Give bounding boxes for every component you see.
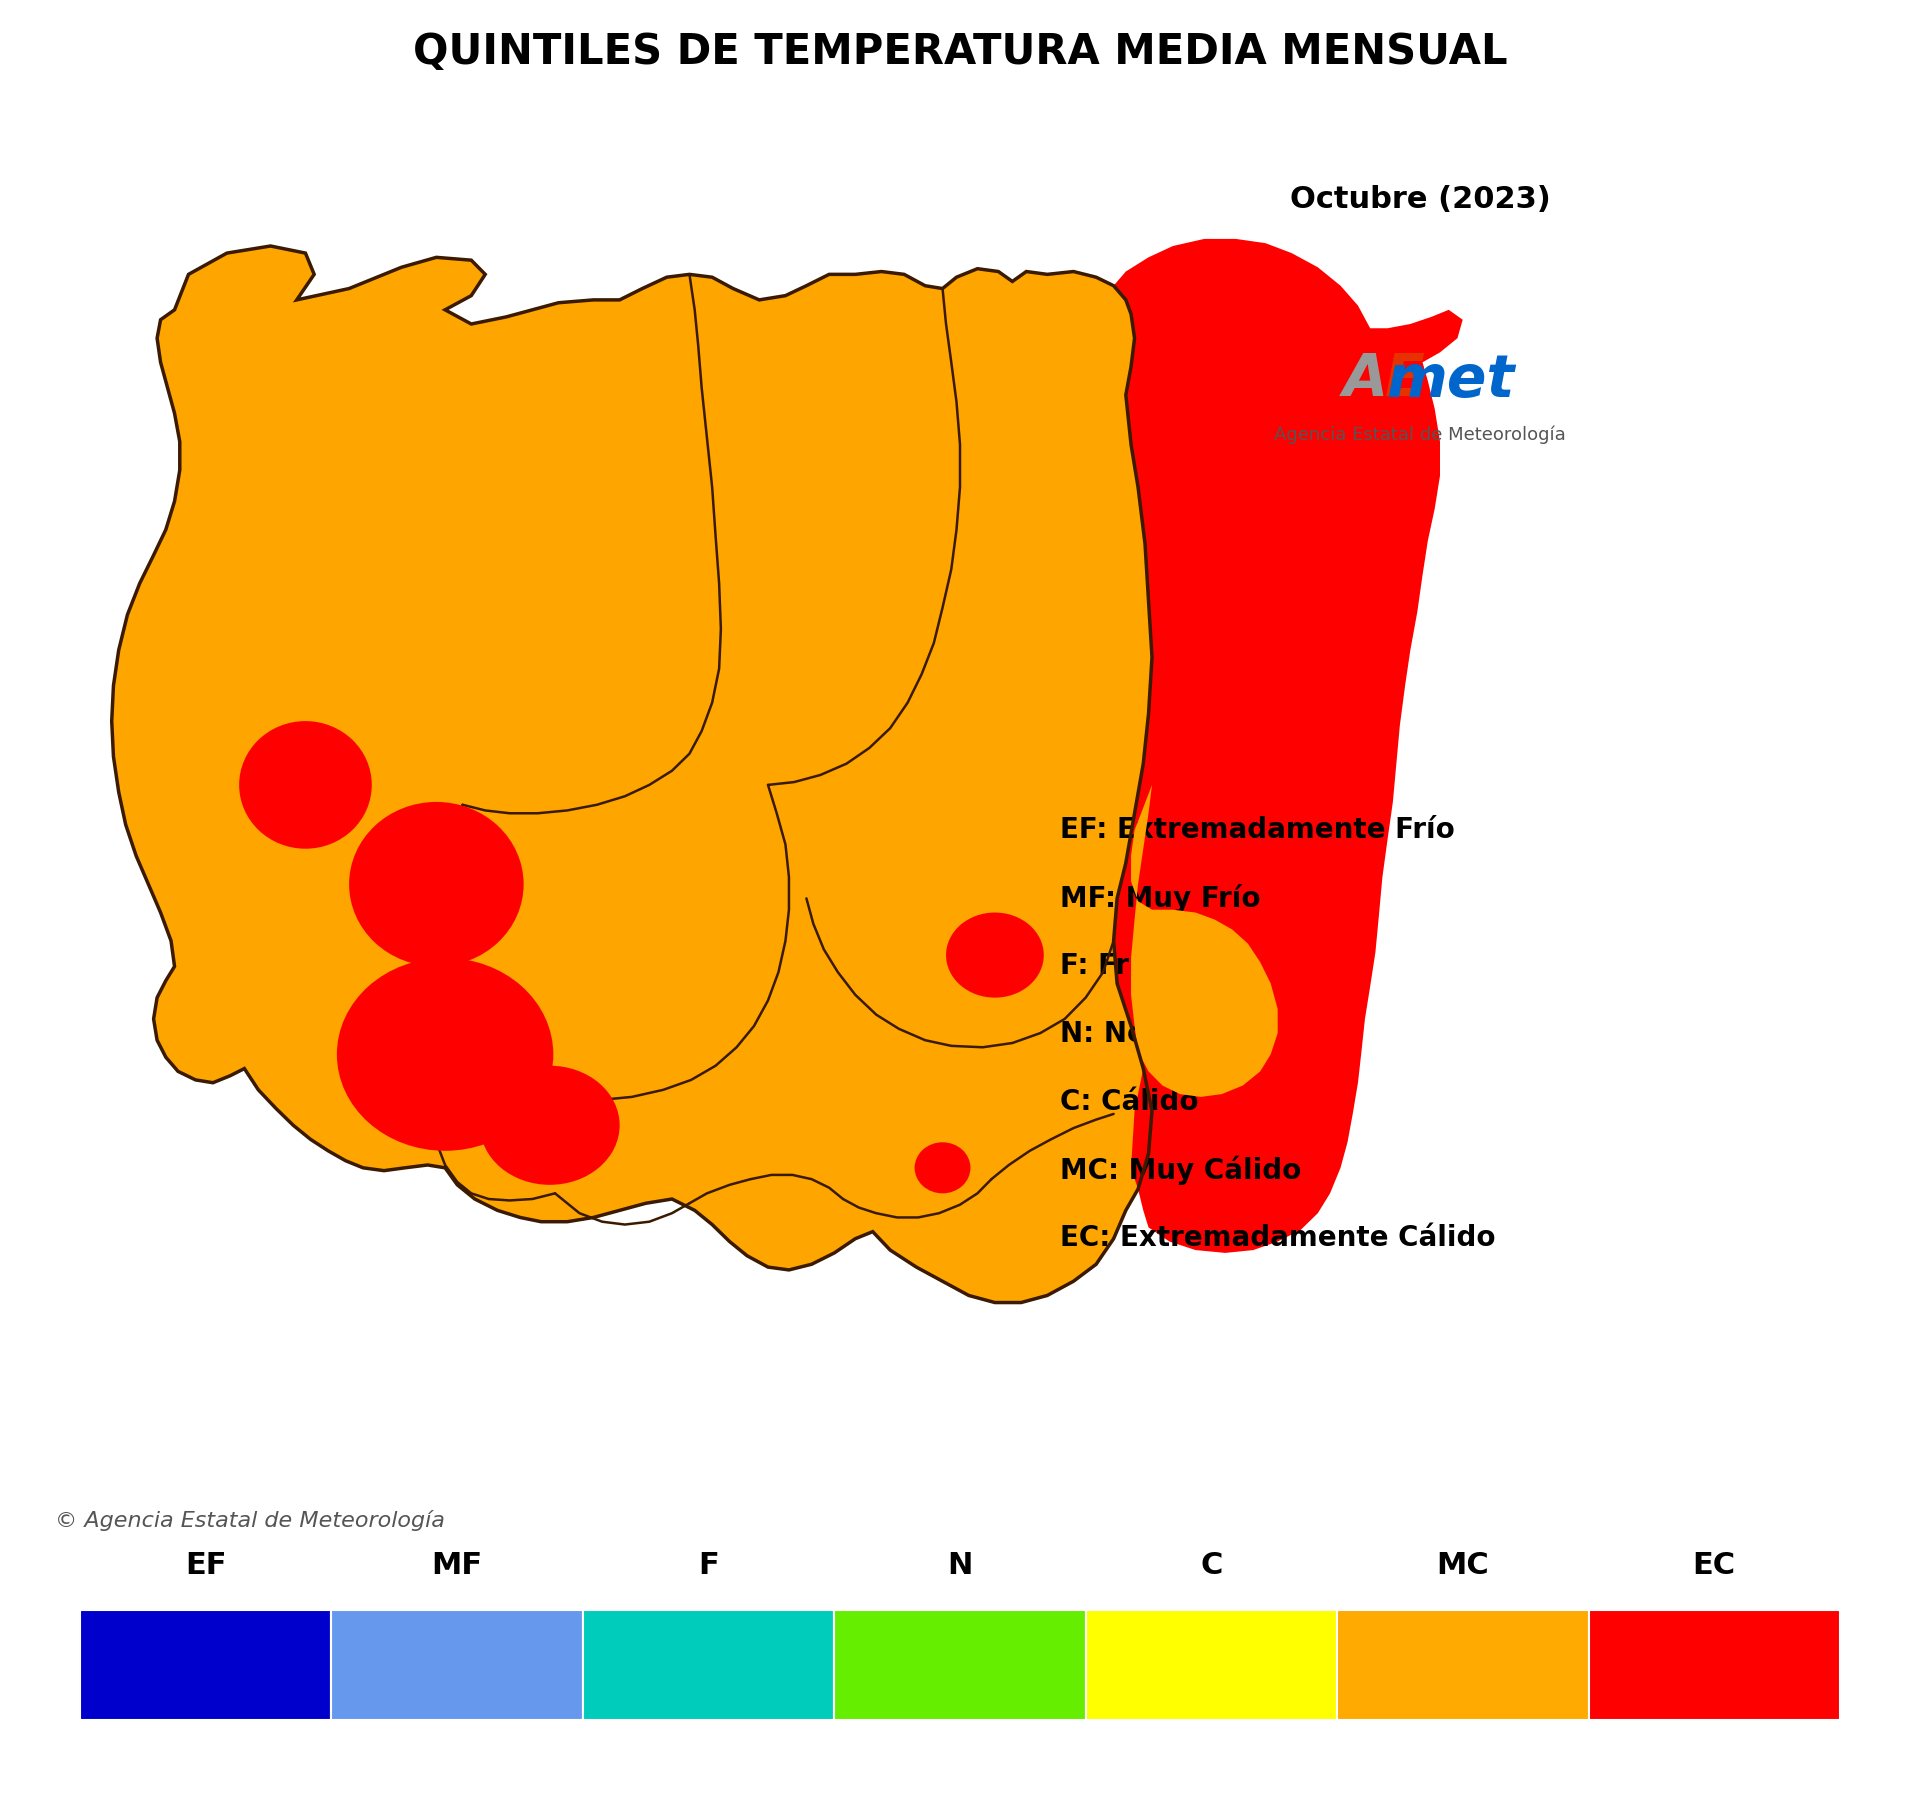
Text: F: Frío: F: Frío bbox=[1060, 953, 1158, 980]
Text: QUINTILES DE TEMPERATURA MEDIA MENSUAL: QUINTILES DE TEMPERATURA MEDIA MENSUAL bbox=[413, 31, 1507, 74]
Bar bbox=[584, 1610, 835, 1720]
Bar bbox=[332, 1610, 584, 1720]
Bar bbox=[1588, 1610, 1839, 1720]
Text: Agencia Estatal de Meteorología: Agencia Estatal de Meteorología bbox=[1275, 425, 1567, 445]
Text: MF: MF bbox=[432, 1551, 482, 1579]
Ellipse shape bbox=[349, 801, 524, 967]
Ellipse shape bbox=[914, 1142, 970, 1194]
Text: C: Cálido: C: Cálido bbox=[1060, 1088, 1198, 1117]
Text: met: met bbox=[1386, 351, 1515, 409]
Text: EC: Extremadamente Cálido: EC: Extremadamente Cálido bbox=[1060, 1225, 1496, 1252]
Polygon shape bbox=[956, 301, 1144, 742]
Ellipse shape bbox=[336, 958, 553, 1151]
Text: Octubre (2023): Octubre (2023) bbox=[1290, 186, 1549, 214]
Bar bbox=[81, 1610, 332, 1720]
Text: MC: MC bbox=[1436, 1551, 1490, 1579]
Polygon shape bbox=[111, 247, 1152, 1302]
Text: MC: Muy Cálido: MC: Muy Cálido bbox=[1060, 1154, 1302, 1185]
Text: EC: EC bbox=[1693, 1551, 1736, 1579]
Polygon shape bbox=[1131, 785, 1277, 1097]
Text: C: C bbox=[1200, 1551, 1223, 1579]
Bar bbox=[835, 1610, 1085, 1720]
Text: © Agencia Estatal de Meteorología: © Agencia Estatal de Meteorología bbox=[56, 1509, 445, 1531]
Text: A: A bbox=[1342, 351, 1388, 409]
Text: F: F bbox=[699, 1551, 718, 1579]
Polygon shape bbox=[1114, 240, 1463, 1253]
Text: EF: EF bbox=[184, 1551, 227, 1579]
Text: MF: Muy Frío: MF: Muy Frío bbox=[1060, 884, 1261, 913]
Text: N: Normal: N: Normal bbox=[1060, 1019, 1217, 1048]
Ellipse shape bbox=[480, 1066, 620, 1185]
Bar bbox=[1085, 1610, 1336, 1720]
Text: EF: Extremadamente Frío: EF: Extremadamente Frío bbox=[1060, 816, 1455, 845]
Ellipse shape bbox=[947, 913, 1044, 998]
Text: E: E bbox=[1384, 351, 1425, 409]
Ellipse shape bbox=[240, 720, 372, 848]
Bar bbox=[1336, 1610, 1588, 1720]
Text: N: N bbox=[947, 1551, 973, 1579]
